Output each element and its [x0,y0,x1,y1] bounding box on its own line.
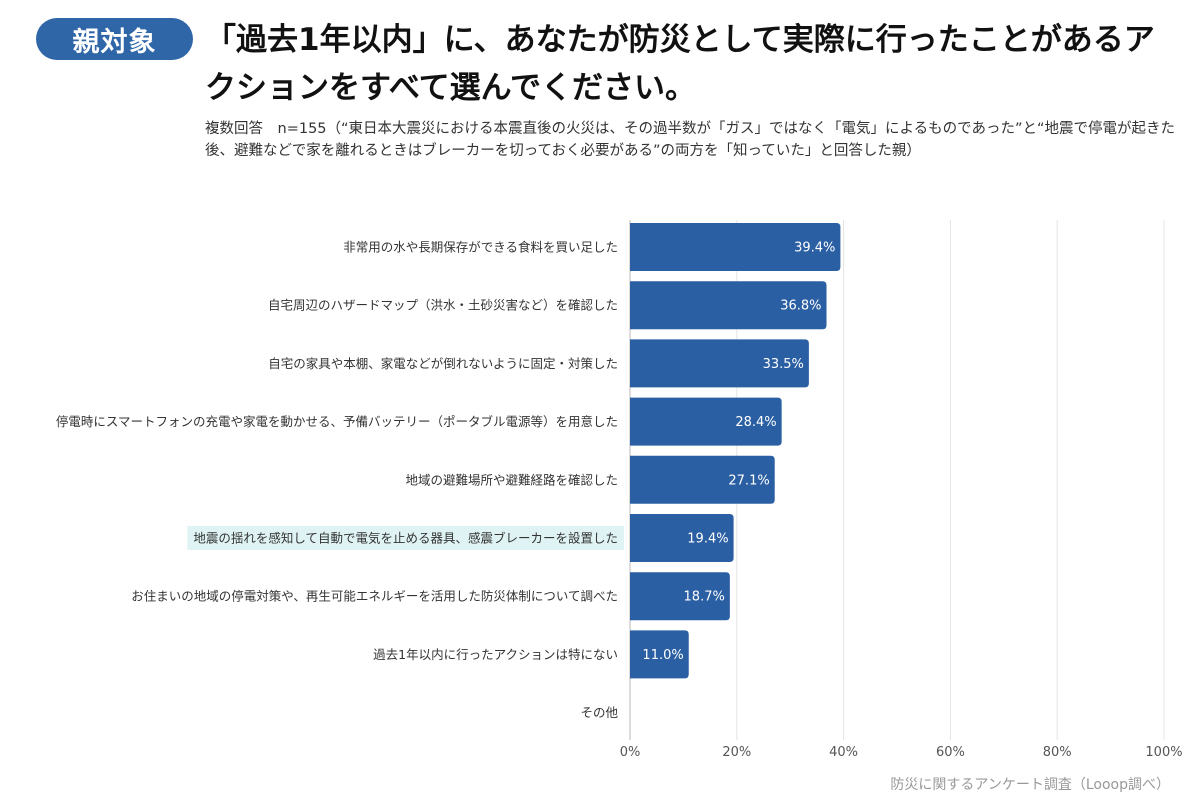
category-label: その他 [580,705,618,720]
x-tick-label: 40% [829,745,858,760]
category-label: 停電時にスマートフォンの充電や家電を動かせる、予備バッテリー（ポータブル電源等）… [56,414,618,429]
value-label: 28.4% [735,415,776,430]
category-label: 過去1年以内に行ったアクションは特にない [373,647,618,662]
bar [630,455,775,504]
bar [630,223,841,271]
bar [630,514,734,562]
x-tick-label: 60% [936,745,965,760]
bar [630,339,809,388]
value-label: 19.4% [687,532,728,547]
bar [630,630,689,679]
category-label: 非常用の水や長期保存ができる食料を買い足した [343,240,618,255]
bar [630,281,827,330]
category-label: 地震の揺れを感知して自動で電気を止める器具、感震ブレーカーを設置した [193,531,618,546]
category-label: お住まいの地域の停電対策や、再生可能エネルギーを活用した防災体制について調べた [131,589,618,604]
value-label: 36.8% [780,299,821,314]
target-badge: 親対象 [36,18,193,60]
x-tick-label: 0% [620,745,641,760]
chart-title: 「過去1年以内」に、あなたが防災として実際に行ったことがあるアクションをすべて選… [205,22,1155,106]
highlight-box [187,526,624,550]
chart-subtitle: 複数回答 n=155（“東日本大震災における本震直後の火災は、その過半数が「ガス… [205,121,1175,159]
x-tick-label: 100% [1145,745,1182,760]
value-label: 39.4% [794,241,835,256]
x-tick-label: 80% [1043,745,1072,760]
value-label: 33.5% [763,357,804,372]
x-tick-label: 20% [722,745,751,760]
value-label: 27.1% [728,473,769,488]
value-label: 18.7% [684,590,725,605]
bar-chart: 0% 20% 40% 60% 80% 100% 非常用の水や長期保存ができる食料を買い足した… [56,220,1183,760]
value-label: 11.0% [642,648,683,663]
category-label: 自宅の家具や本棚、家電などが倒れないように固定・対策した [268,356,618,371]
category-label: 自宅周辺のハザードマップ（洪水・土砂災害など）を確認した [268,298,618,313]
source-note: 防災に関するアンケート調査（Looop調べ） [890,777,1170,793]
category-label: 地域の避難場所や避難経路を確認した [405,472,618,487]
bar [630,572,730,621]
bar [630,397,782,446]
